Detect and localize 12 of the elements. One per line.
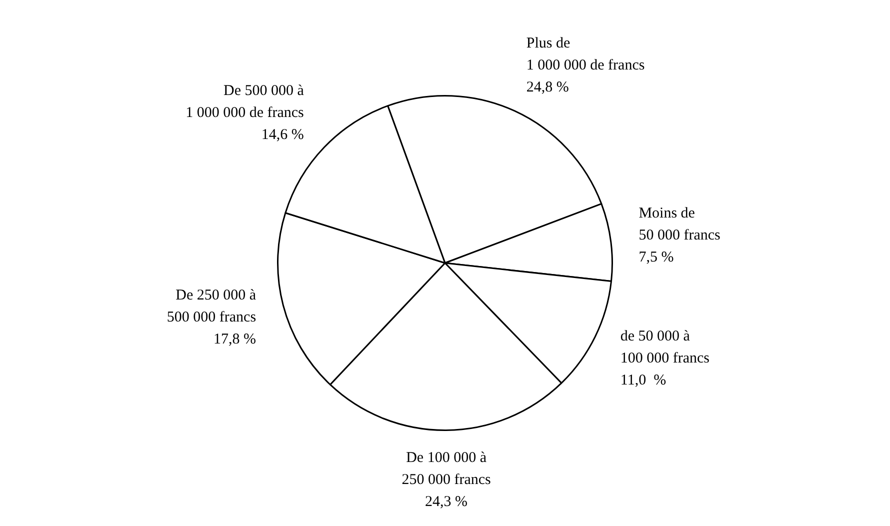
slice-label: Moins de 50 000 francs [638, 206, 721, 244]
data-label: 17,8 % [214, 332, 256, 348]
slice-label: De 500 000 à 1 000 000 de francs [186, 82, 304, 121]
data-label: 7,5 % [638, 250, 674, 266]
data-label: 24,8 % [526, 79, 569, 96]
slice-label: de 50 000 à 100 000 francs [620, 328, 710, 366]
data-label: 24,3 % [425, 494, 468, 510]
data-label: 14,6 % [261, 126, 304, 143]
slice-label: De 250 000 à 500 000 francs [166, 288, 256, 326]
slice-label: Plus de 1 000 000 de francs [526, 35, 645, 74]
data-label: 11,0 % [620, 372, 666, 388]
slice-label: De 100 000 à 250 000 francs [402, 450, 492, 488]
